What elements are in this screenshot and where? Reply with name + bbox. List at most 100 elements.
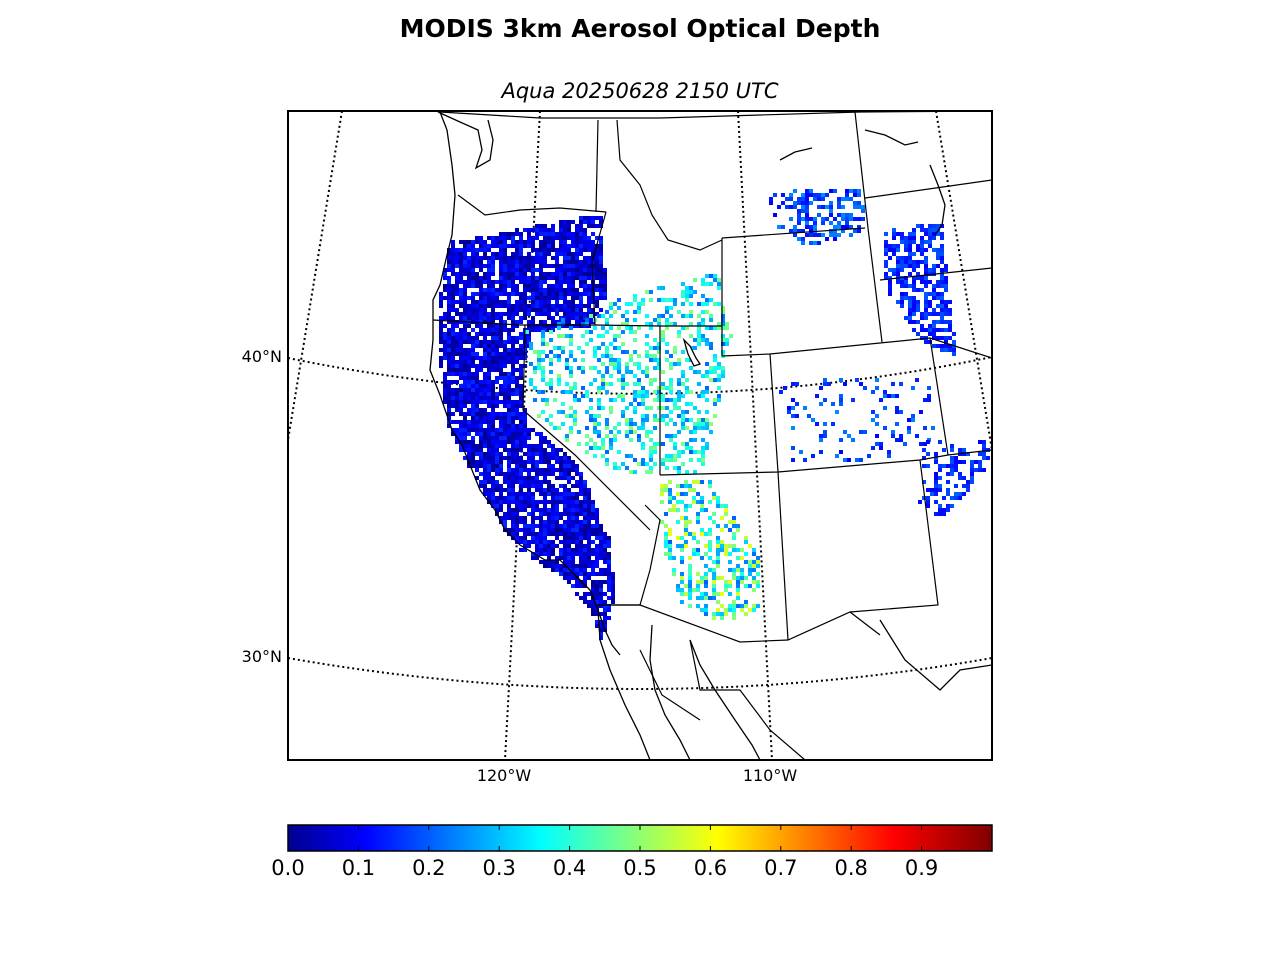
aod-pixel [851,398,855,402]
aod-pixel [637,390,641,394]
aod-pixel [555,524,559,528]
aod-pixel [684,504,688,508]
aod-pixel [713,326,717,330]
aod-pixel [982,444,986,448]
aod-pixel [605,346,609,350]
aod-pixel [912,264,916,268]
aod-pixel [669,382,673,386]
aod-pixel [583,292,587,296]
aod-pixel [503,260,507,264]
aod-pixel [908,252,912,256]
aod-pixel [531,288,535,292]
lon-label-120w: 120°W [476,766,532,785]
aod-pixel [467,428,471,432]
aod-pixel [531,504,535,508]
aod-pixel [535,328,539,332]
aod-pixel [523,272,527,276]
aod-pixel [603,572,607,576]
aod-pixel [523,464,527,468]
aod-pixel [551,232,555,236]
aod-pixel [443,324,447,328]
aod-pixel [819,438,823,442]
aod-pixel [447,352,451,356]
aod-pixel [708,556,712,560]
map-frame [287,110,993,761]
aod-pixel [595,624,599,628]
aod-pixel [563,576,567,580]
aod-pixel [629,330,633,334]
aod-pixel [535,452,539,456]
aod-pixel [900,232,904,236]
aod-pixel [475,276,479,280]
aod-pixel [569,430,573,434]
aod-pixel [845,221,849,225]
aod-pixel [463,352,467,356]
aod-pixel [483,360,487,364]
aod-pixel [665,454,669,458]
aod-pixel [575,288,579,292]
aod-pixel [571,460,575,464]
aod-pixel [593,418,597,422]
aod-pixel [721,318,725,322]
aod-pixel [571,504,575,508]
aod-pixel [443,344,447,348]
aod-pixel [455,332,459,336]
aod-pixel [942,512,946,516]
aod-pixel [483,432,487,436]
aod-pixel [541,374,545,378]
aod-pixel [487,380,491,384]
aod-pixel [645,366,649,370]
aod-pixel [928,236,932,240]
aod-pixel [697,314,701,318]
aod-pixel [515,512,519,516]
aod-pixel [447,412,451,416]
aod-pixel [561,422,565,426]
aod-pixel [455,264,459,268]
aod-pixel [637,306,641,310]
aod-pixel [629,418,633,422]
aod-pixel [519,476,523,480]
aod-pixel [928,312,932,316]
aod-pixel [839,398,843,402]
aod-pixel [936,248,940,252]
aod-pixel [535,280,539,284]
aod-pixel [507,408,511,412]
great-salt-lake [682,337,702,367]
aod-pixel [491,308,495,312]
aod-pixel [455,340,459,344]
aod-pixel [607,576,611,580]
aod-pixel [483,252,487,256]
aod-pixel [523,524,527,528]
aod-pixel [645,354,649,358]
aod-pixel [535,532,539,536]
aod-pixel [920,224,924,228]
aod-pixel [491,392,495,396]
aod-pixel [561,322,565,326]
aod-pixel [685,378,689,382]
aod-pixel [617,394,621,398]
aod-pixel [531,500,535,504]
aod-pixel [587,272,591,276]
aod-pixel [587,500,591,504]
aod-pixel [645,290,649,294]
aod-pixel [523,532,527,536]
aod-pixel [567,288,571,292]
aod-pixel [507,356,511,360]
aod-pixel [575,520,579,524]
aod-pixel [523,508,527,512]
aod-pixel [581,358,585,362]
aod-pixel [833,237,837,241]
aod-pixel [555,312,559,316]
aod-pixel [587,516,591,520]
wy-ne-border [867,227,883,343]
aod-pixel [839,394,843,398]
aod-pixel [523,304,527,308]
aod-pixel [491,416,495,420]
aod-pixel [932,308,936,312]
aod-pixel [531,556,535,560]
aod-pixel [641,458,645,462]
aod-pixel [555,488,559,492]
aod-pixel [527,296,531,300]
aod-pixel [756,564,760,568]
aod-pixel [912,284,916,288]
